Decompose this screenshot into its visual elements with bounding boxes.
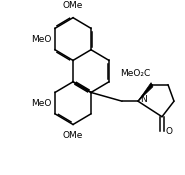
Text: N: N	[140, 95, 147, 104]
Text: OMe: OMe	[63, 131, 83, 140]
Text: MeO: MeO	[31, 99, 51, 108]
Text: OMe: OMe	[63, 1, 83, 10]
Text: O: O	[166, 127, 173, 136]
Polygon shape	[138, 83, 153, 101]
Text: MeO: MeO	[31, 34, 51, 44]
Text: MeO₂C: MeO₂C	[120, 69, 150, 78]
